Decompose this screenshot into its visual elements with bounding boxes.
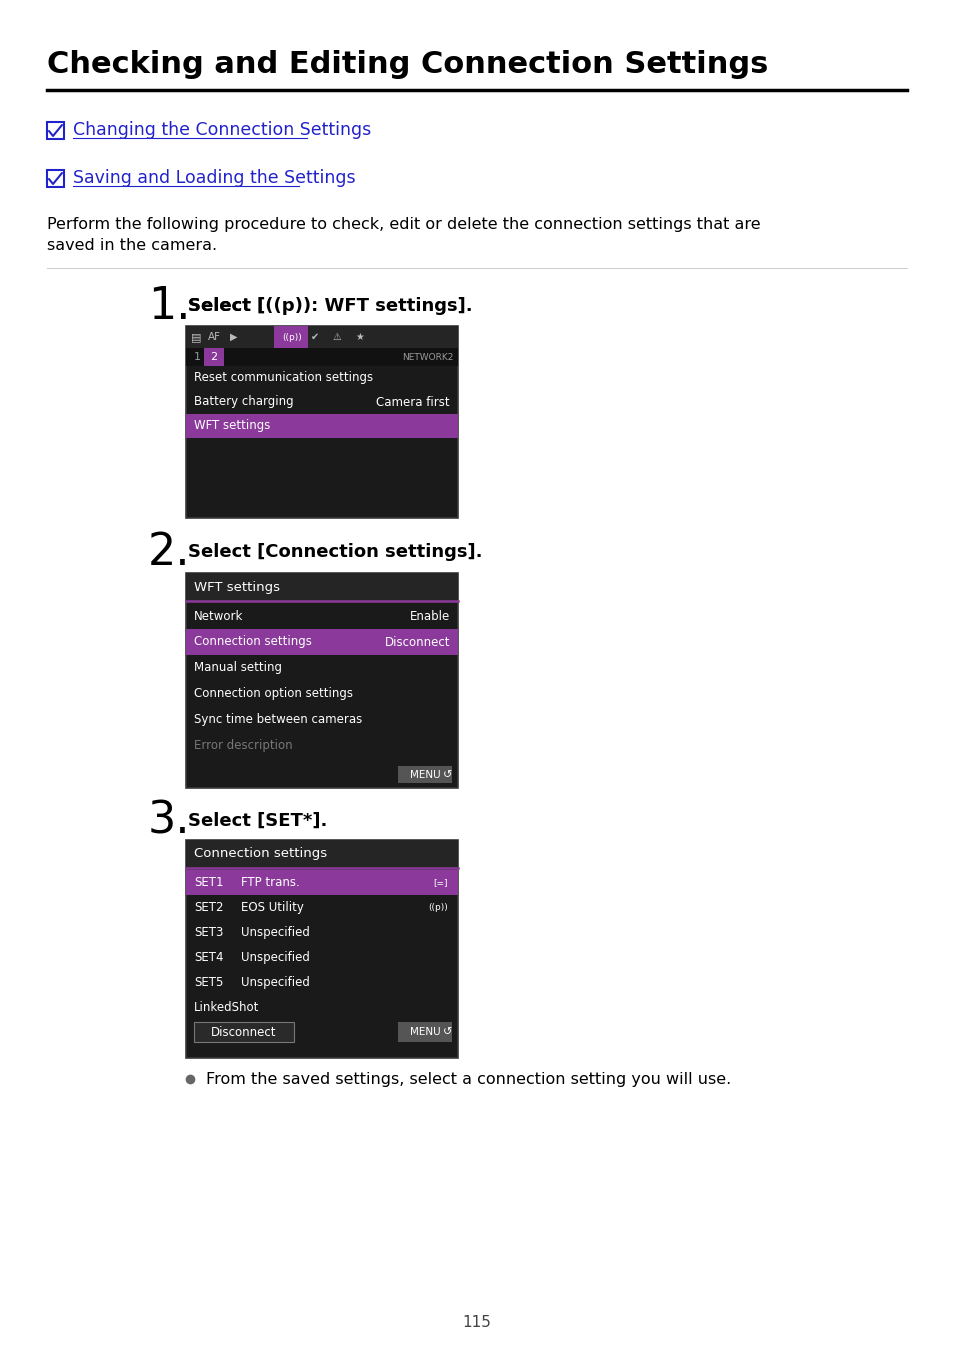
Text: ((p)): ((p))	[282, 332, 301, 342]
FancyBboxPatch shape	[186, 325, 457, 518]
Text: 2.: 2.	[148, 531, 191, 574]
Text: Perform the following procedure to check, edit or delete the connection settings: Perform the following procedure to check…	[47, 217, 760, 231]
Text: Network: Network	[193, 609, 243, 623]
Text: MENU: MENU	[409, 1028, 440, 1037]
Text: Unspecified: Unspecified	[241, 951, 310, 964]
Text: Connection settings: Connection settings	[193, 635, 312, 648]
Text: SET2: SET2	[193, 901, 223, 915]
Text: 115: 115	[462, 1315, 491, 1330]
Text: 1.: 1.	[148, 285, 191, 328]
Text: SET4: SET4	[193, 951, 223, 964]
Text: Select [Connection settings].: Select [Connection settings].	[188, 543, 482, 561]
Text: Disconnect: Disconnect	[384, 635, 450, 648]
Text: Camera first: Camera first	[376, 395, 450, 409]
Text: EOS Utility: EOS Utility	[241, 901, 304, 915]
Text: LinkedShot: LinkedShot	[193, 1001, 259, 1014]
Text: ((p)): ((p))	[428, 902, 448, 912]
FancyBboxPatch shape	[186, 573, 457, 788]
Text: ↺: ↺	[443, 769, 453, 780]
FancyBboxPatch shape	[186, 841, 457, 868]
Text: Saving and Loading the Settings: Saving and Loading the Settings	[73, 169, 355, 187]
Text: Manual setting: Manual setting	[193, 662, 282, 674]
FancyBboxPatch shape	[186, 414, 457, 438]
FancyBboxPatch shape	[186, 870, 457, 894]
Text: ⚠: ⚠	[333, 332, 341, 342]
Text: WFT settings: WFT settings	[193, 420, 270, 433]
Text: Sync time between cameras: Sync time between cameras	[193, 713, 362, 726]
Text: ▶: ▶	[230, 332, 237, 342]
Text: [=]: [=]	[433, 878, 448, 886]
Text: 3.: 3.	[148, 800, 191, 843]
Text: Unspecified: Unspecified	[241, 925, 310, 939]
Text: ✔: ✔	[311, 332, 319, 342]
Text: Select [: Select [	[188, 297, 265, 315]
Text: 1: 1	[193, 352, 201, 362]
Text: SET3: SET3	[193, 925, 223, 939]
FancyBboxPatch shape	[186, 325, 457, 348]
FancyBboxPatch shape	[186, 573, 457, 601]
FancyBboxPatch shape	[186, 348, 457, 366]
Text: MENU: MENU	[409, 769, 440, 780]
Text: ↺: ↺	[443, 1028, 453, 1037]
Text: Connection settings: Connection settings	[193, 847, 327, 861]
Text: Select [SET*].: Select [SET*].	[188, 812, 327, 830]
Text: Error description: Error description	[193, 740, 293, 752]
Text: saved in the camera.: saved in the camera.	[47, 238, 217, 253]
Text: Select [((p)): WFT settings].: Select [((p)): WFT settings].	[188, 297, 472, 315]
Text: Enable: Enable	[410, 609, 450, 623]
FancyBboxPatch shape	[186, 841, 457, 1059]
Text: Unspecified: Unspecified	[241, 976, 310, 989]
Text: Disconnect: Disconnect	[211, 1025, 276, 1038]
Text: Battery charging: Battery charging	[193, 395, 294, 409]
FancyBboxPatch shape	[186, 629, 457, 655]
FancyBboxPatch shape	[193, 1022, 294, 1042]
Text: WFT settings: WFT settings	[193, 581, 280, 593]
Text: FTP trans.: FTP trans.	[241, 876, 299, 889]
Text: SET5: SET5	[193, 976, 223, 989]
Text: From the saved settings, select a connection setting you will use.: From the saved settings, select a connec…	[206, 1072, 731, 1087]
Text: Checking and Editing Connection Settings: Checking and Editing Connection Settings	[47, 50, 767, 79]
Text: 2: 2	[211, 352, 217, 362]
Text: NETWORK2: NETWORK2	[402, 352, 454, 362]
Text: ★: ★	[355, 332, 363, 342]
Text: Reset communication settings: Reset communication settings	[193, 371, 373, 385]
FancyBboxPatch shape	[274, 325, 308, 348]
FancyBboxPatch shape	[204, 348, 224, 366]
Text: Changing the Connection Settings: Changing the Connection Settings	[73, 121, 371, 139]
Text: ▤: ▤	[191, 332, 201, 342]
FancyBboxPatch shape	[397, 767, 452, 783]
Text: AF: AF	[208, 332, 221, 342]
Text: Connection option settings: Connection option settings	[193, 687, 353, 701]
FancyBboxPatch shape	[397, 1022, 452, 1042]
Text: SET1: SET1	[193, 876, 223, 889]
